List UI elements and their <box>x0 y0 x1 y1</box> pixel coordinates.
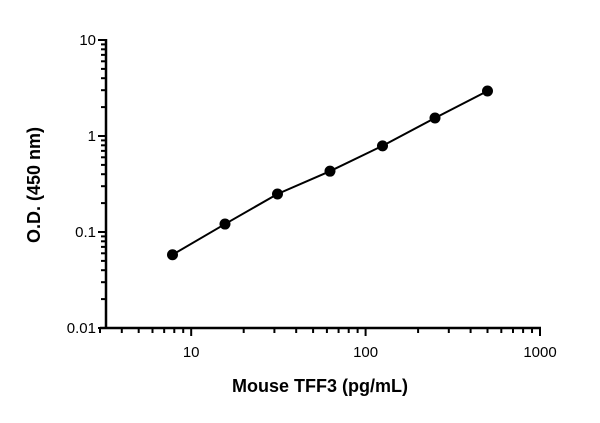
x-tick-label: 1000 <box>523 344 556 361</box>
data-point <box>481 85 493 97</box>
data-point <box>219 218 231 230</box>
x-tick-label: 10 <box>183 344 200 361</box>
data-point <box>324 165 336 177</box>
y-tick-label: 0.1 <box>75 224 96 241</box>
x-tick-label: 100 <box>353 344 378 361</box>
data-point <box>271 188 283 200</box>
data-point <box>166 249 178 261</box>
series <box>166 85 493 261</box>
data-point <box>429 112 441 124</box>
x-axis-label: Mouse TFF3 (pg/mL) <box>232 376 408 396</box>
data-point <box>376 140 388 152</box>
y-tick-label: 0.01 <box>67 320 96 337</box>
y-axis-label: O.D. (450 nm) <box>24 127 44 243</box>
tick-labels: 10 100 1000 0.01 0.1 1 10 <box>67 32 557 361</box>
y-tick-label: 10 <box>79 32 96 49</box>
y-tick-label: 1 <box>88 128 96 145</box>
axes <box>98 39 541 336</box>
